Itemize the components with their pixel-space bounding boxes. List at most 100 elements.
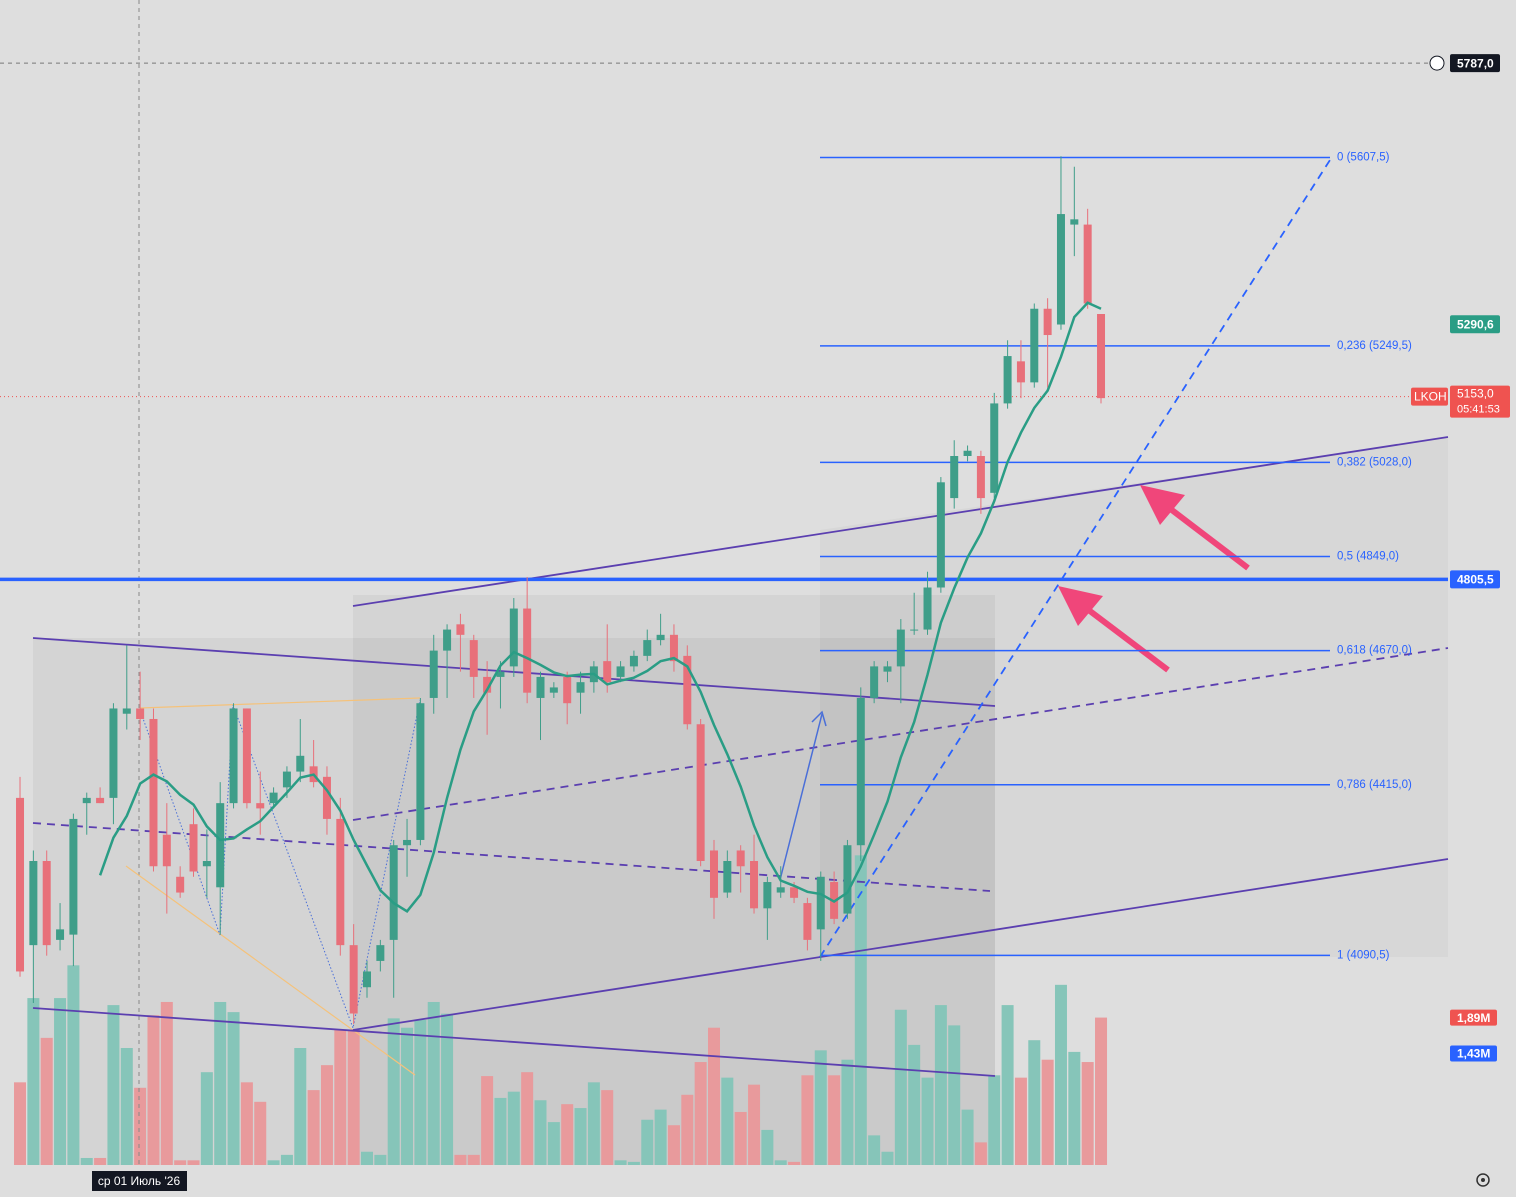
candle-body	[349, 945, 358, 1014]
candle-body	[336, 818, 345, 946]
candle-body	[509, 608, 518, 667]
volume-bar	[120, 1048, 133, 1165]
volume-bar	[387, 1018, 400, 1165]
candle-body	[242, 708, 251, 804]
fib-label: 0,786 (4415,0)	[1337, 779, 1412, 791]
candle-body	[269, 792, 278, 804]
volume-bar	[1081, 1062, 1094, 1165]
candle-body	[669, 634, 678, 662]
zone	[353, 595, 995, 1165]
trend-line	[139, 697, 421, 709]
volume-bar	[94, 1157, 107, 1165]
zigzag	[139, 699, 421, 1030]
fib-label: 0 (5607,5)	[1337, 152, 1390, 164]
volume-bar	[320, 1065, 333, 1165]
volume-tag	[1450, 1045, 1497, 1062]
axes: 5787,0 5290,6 4805,5 LKOH 5153,0 05:41:53 1,89…	[92, 54, 1510, 1191]
volume-bar	[1041, 1059, 1054, 1165]
candle-body	[803, 903, 812, 940]
volume-bar	[574, 1108, 587, 1165]
volume-bar	[27, 998, 40, 1165]
volume-bar	[507, 1091, 520, 1165]
volume-bar	[948, 1025, 961, 1165]
candle-body	[696, 724, 705, 861]
volume-bar	[694, 1062, 707, 1165]
volume-bar	[160, 1001, 173, 1165]
candle-body	[456, 624, 465, 635]
moving-average-line	[98, 301, 1102, 913]
candle-body	[776, 887, 785, 893]
candle-body	[723, 860, 732, 893]
volume-bar	[828, 1075, 841, 1165]
candle-body	[109, 708, 118, 798]
volume-bar	[988, 1075, 1001, 1165]
volume-bar	[1014, 1077, 1027, 1165]
volume-bar	[601, 1090, 614, 1165]
volume-bar	[681, 1094, 694, 1165]
volume-bar	[521, 1072, 534, 1165]
candle-body	[990, 403, 999, 493]
candle-body	[322, 776, 331, 819]
channel-mid	[352, 647, 1449, 821]
candle-body	[136, 708, 145, 719]
candle-body	[469, 640, 478, 677]
volume-bar	[414, 1019, 427, 1165]
candle-body	[149, 718, 158, 867]
volume-bar	[107, 1005, 120, 1165]
candle-body	[709, 850, 718, 898]
volume-bar	[1068, 1051, 1081, 1165]
volume-bar	[854, 855, 867, 1165]
volume-bar	[534, 1100, 547, 1165]
volume-bar	[788, 1161, 801, 1165]
symbol-label: LKOH	[1414, 390, 1447, 404]
candle-body	[963, 450, 972, 457]
symbol-tag	[1411, 387, 1448, 406]
volume-bar	[280, 1154, 293, 1165]
volume-bar	[868, 1135, 881, 1165]
candle-body	[1003, 356, 1012, 404]
volume-bar	[614, 1160, 627, 1165]
candle-body	[1043, 308, 1052, 336]
volume-bar	[187, 1160, 200, 1165]
volume-bar	[441, 1013, 454, 1165]
volume-bar	[561, 1104, 574, 1165]
volume-bar	[734, 1111, 747, 1165]
volume-bar	[814, 1050, 827, 1165]
volume-bar	[374, 1154, 387, 1165]
volume-bar	[267, 1160, 280, 1165]
volume-tag-label: 1,89M	[1457, 1011, 1490, 1025]
candle-body	[1056, 214, 1065, 325]
volume-bar	[54, 998, 67, 1165]
settings-icon[interactable]	[1476, 1173, 1490, 1187]
volume-bar	[147, 1015, 160, 1165]
candle-body	[856, 697, 865, 846]
candle-body	[56, 929, 65, 940]
volume-bar	[641, 1119, 654, 1165]
candle-body	[563, 676, 572, 704]
volume-bar	[214, 1001, 227, 1165]
arrow	[779, 713, 823, 881]
volume-bar	[894, 1009, 907, 1165]
add-alert-button[interactable]	[1429, 55, 1445, 71]
candle-body	[429, 650, 438, 698]
candle-body	[603, 661, 612, 683]
volume-bar	[721, 1077, 734, 1165]
volume-bar	[307, 1090, 320, 1165]
pink-arrow-head	[1140, 485, 1185, 525]
candle-body	[189, 824, 198, 872]
volume-bar	[654, 1109, 667, 1165]
volume-bar	[174, 1160, 187, 1165]
volume-bar	[667, 1125, 680, 1165]
price-tag	[1450, 570, 1500, 589]
volume-bar	[1054, 984, 1067, 1165]
volume-bar	[467, 1154, 480, 1165]
volume-bar	[547, 1122, 560, 1165]
price-tag	[1450, 315, 1500, 334]
candle-body	[1030, 308, 1039, 383]
candle-body	[750, 860, 759, 909]
candle-body	[122, 708, 131, 714]
candle-body	[416, 703, 425, 840]
candle-body	[763, 882, 772, 909]
